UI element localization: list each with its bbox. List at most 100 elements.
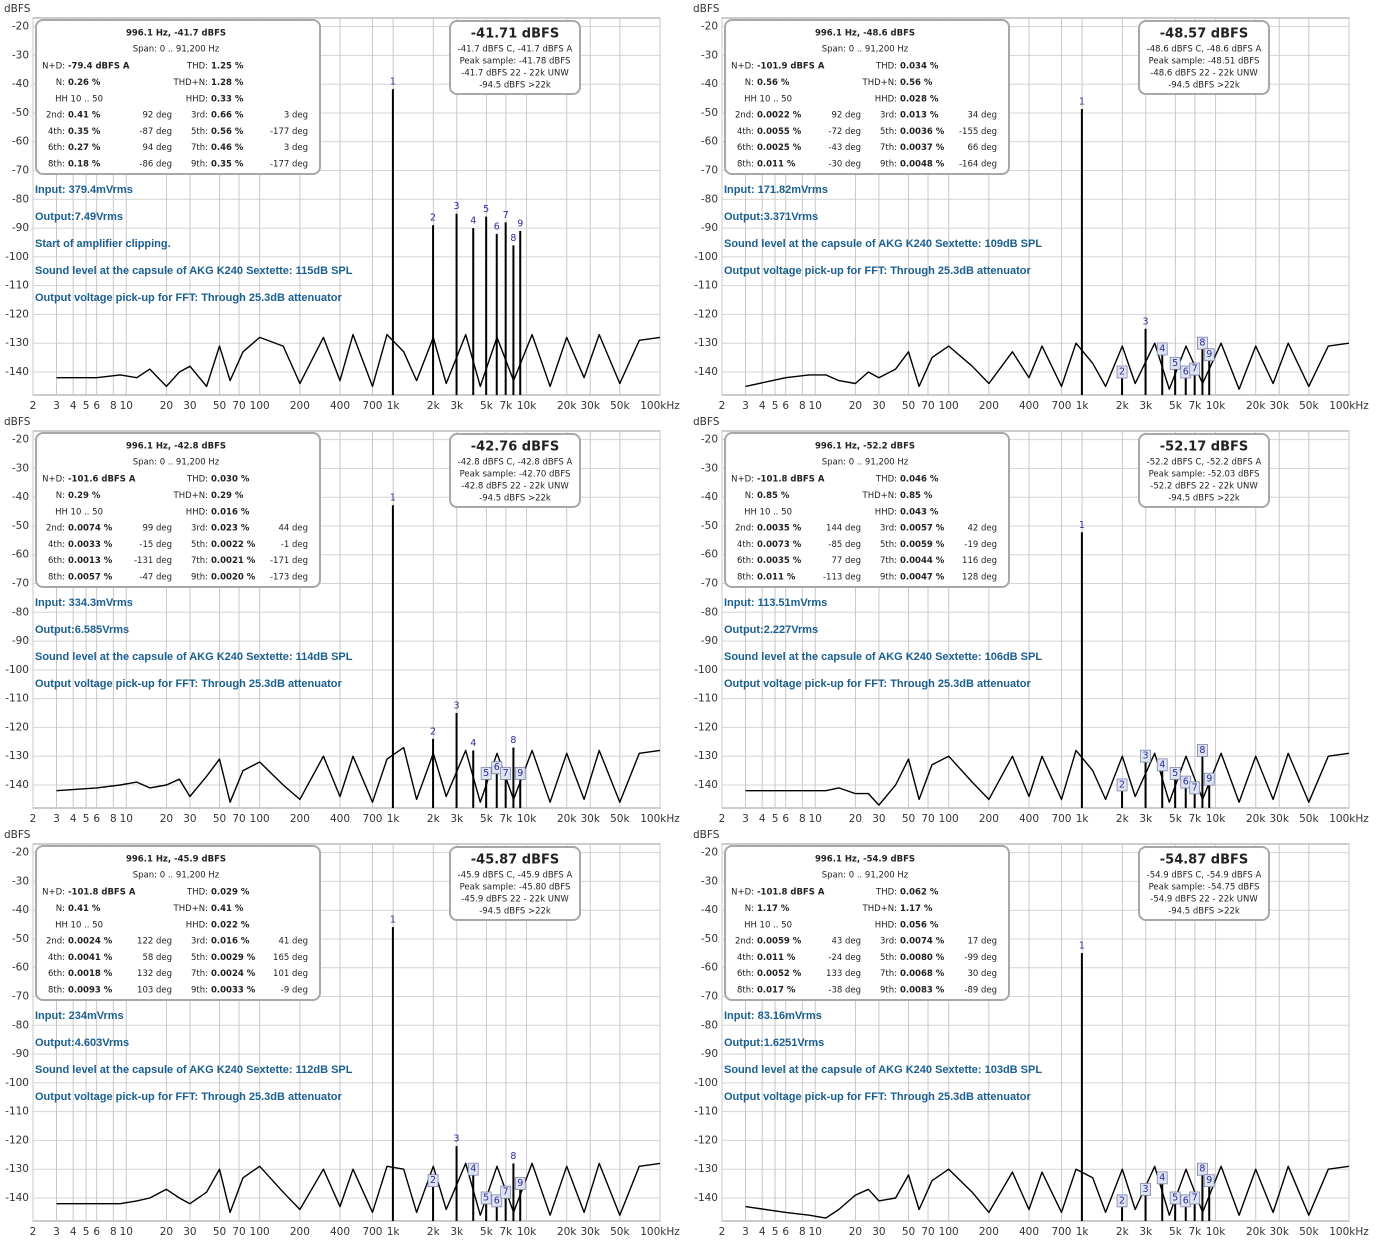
harmonic-value: 0.0073 %: [757, 540, 802, 550]
harmonic-label: 9th:: [191, 985, 208, 995]
harmonic-label: 3rd:: [880, 937, 897, 947]
harmonic-marker-label: 8: [1199, 1164, 1205, 1175]
measurement-value: 0.85 %: [757, 491, 790, 501]
x-tick-label: 100kHz: [1329, 400, 1369, 412]
harmonic-label: 4th:: [737, 127, 754, 137]
y-tick-label: -140: [694, 366, 718, 378]
harmonic-value: 0.0059 %: [757, 937, 802, 947]
harmonic-label: 6th:: [737, 969, 754, 979]
x-tick-label: 4: [759, 1226, 766, 1238]
harmonic-value: 0.0080 %: [900, 953, 945, 963]
harmonic-marker-box: [1156, 1171, 1168, 1185]
harmonic-marker-label: 1: [1079, 520, 1085, 531]
harmonic-phase: 92 deg: [142, 111, 172, 121]
harmonic-phase: 132 deg: [137, 969, 172, 979]
level-box: [1138, 433, 1270, 508]
x-tick-label: 20: [849, 813, 862, 825]
measurement-value: 0.41 %: [68, 904, 101, 914]
harmonic-marker-label: 6: [494, 1195, 500, 1206]
annotation: Input: 234mVrms: [35, 1010, 124, 1022]
measurement-label: HHD:: [186, 508, 208, 518]
harmonic-phase: -72 deg: [828, 127, 861, 137]
x-tick-label: 10k: [517, 400, 537, 412]
harmonic-value: 0.023 %: [211, 524, 250, 534]
harmonic-value: 0.0074 %: [900, 937, 945, 947]
harmonic-marker-label: 5: [483, 1192, 489, 1203]
y-tick-label: -120: [5, 1134, 29, 1146]
x-tick-label: 3: [53, 813, 60, 825]
x-tick-label: 7k: [500, 813, 514, 825]
x-tick-label: 200: [979, 813, 999, 825]
harmonic-label: 7th:: [880, 969, 897, 979]
x-tick-label: 5: [772, 400, 779, 412]
x-tick-label: 4: [70, 813, 77, 825]
level-value: -41.71 dBFS: [471, 27, 560, 42]
y-tick-label: -70: [701, 578, 718, 590]
x-tick-label: 20k: [557, 400, 577, 412]
y-tick-label: -110: [694, 693, 718, 705]
x-tick-label: 700: [1051, 400, 1071, 412]
harmonic-value: 0.0041 %: [68, 953, 113, 963]
harmonic-marker-box: [1197, 744, 1208, 757]
harmonic-label: 2nd:: [46, 111, 65, 121]
harmonic-label: 5th:: [191, 953, 208, 963]
harmonic-marker-box: [1140, 749, 1151, 763]
annotation: Input: 334.3mVrms: [35, 597, 133, 609]
annotation: Input: 171.82mVrms: [724, 184, 828, 196]
readout-box: [724, 845, 1010, 1001]
harmonic-value: 0.0093 %: [68, 985, 113, 995]
x-tick-label: 20: [849, 1226, 862, 1238]
harmonic-marker-label: 9: [1206, 349, 1212, 360]
measurement-label: N+D:: [42, 888, 65, 898]
x-tick-label: 3: [53, 400, 60, 412]
y-tick-label: -100: [694, 664, 718, 676]
harmonic-marker-label: 4: [470, 738, 476, 749]
harmonic-marker-box: [500, 767, 512, 780]
harmonic-value: 0.0021 %: [211, 556, 256, 566]
x-tick-label: 20: [849, 400, 862, 412]
measurement-value: -79.4 dBFS A: [68, 62, 130, 72]
y-tick-label: -140: [5, 366, 29, 378]
x-tick-label: 2k: [1116, 1226, 1130, 1238]
harmonic-label: 7th:: [191, 556, 208, 566]
y-tick-label: -60: [12, 136, 29, 148]
annotation: Output voltage pick-up for FFT: Through …: [724, 678, 1031, 690]
x-tick-label: 10k: [517, 1226, 537, 1238]
harmonic-label: 3rd:: [880, 111, 897, 121]
x-tick-label: 3: [742, 400, 749, 412]
x-tick-label: 100kHz: [640, 400, 680, 412]
annotation: Start of amplifier clipping.: [35, 238, 171, 250]
x-tick-label: 7k: [500, 400, 514, 412]
readout-header: 996.1 Hz, -45.9 dBFS: [126, 855, 226, 865]
x-tick-label: 6: [93, 400, 100, 412]
x-tick-label: 3: [742, 813, 749, 825]
harmonic-label: 8th:: [48, 985, 65, 995]
x-tick-label: 5: [772, 813, 779, 825]
y-tick-label: -120: [5, 721, 29, 733]
x-tick-label: 700: [362, 813, 382, 825]
x-tick-label: 30k: [1270, 1226, 1290, 1238]
harmonic-marker-label: 4: [1159, 343, 1165, 354]
x-tick-label: 10: [120, 813, 133, 825]
x-tick-label: 10: [809, 1226, 822, 1238]
harmonic-label: 8th:: [48, 572, 65, 582]
y-tick-label: -50: [12, 107, 29, 119]
x-tick-label: 20: [160, 400, 173, 412]
harmonic-marker-label: 7: [1192, 1192, 1198, 1203]
harmonic-label: 7th:: [191, 143, 208, 153]
harmonic-phase: -24 deg: [828, 953, 861, 963]
measurement-value: 0.56 %: [757, 78, 790, 88]
x-tick-label: 2k: [427, 1226, 441, 1238]
readout-span: Span: 0 .. 91,200 Hz: [133, 871, 220, 881]
chart-panel: dBFS -20 -30 -40 -50 -60 -70 -80 -90 -100 -110 -120…: [693, 829, 1369, 1238]
x-tick-label: 2: [719, 400, 726, 412]
level-line: -94.5 dBFS >22k: [479, 907, 551, 917]
x-tick-label: 200: [979, 400, 999, 412]
y-tick-label: -30: [12, 49, 29, 61]
harmonic-value: 0.0013 %: [68, 556, 113, 566]
readout-span: Span: 0 .. 91,200 Hz: [822, 45, 909, 55]
measurement-value: 0.062 %: [900, 888, 939, 898]
x-tick-label: 3: [53, 1226, 60, 1238]
harmonic-marker-label: 5: [483, 768, 489, 779]
x-tick-label: 3k: [1139, 813, 1153, 825]
